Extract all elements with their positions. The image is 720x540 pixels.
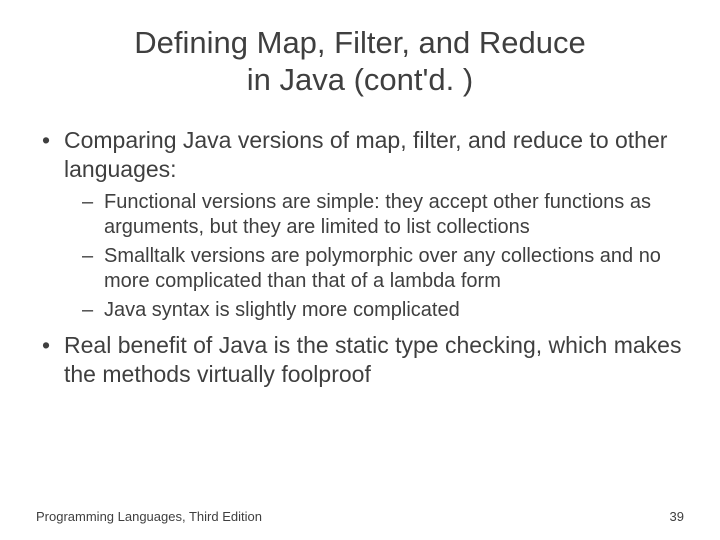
list-item: Java syntax is slightly more complicated	[76, 298, 684, 323]
list-item: Real benefit of Java is the static type …	[36, 331, 684, 389]
title-line-2: in Java (cont'd. )	[247, 62, 473, 97]
bullet-text: Smalltalk versions are polymorphic over …	[104, 245, 661, 292]
slide-footer: Programming Languages, Third Edition 39	[36, 509, 684, 524]
title-line-1: Defining Map, Filter, and Reduce	[134, 25, 585, 60]
bullet-text: Java syntax is slightly more complicated	[104, 299, 460, 321]
bullet-text: Real benefit of Java is the static type …	[64, 332, 681, 387]
bullet-text: Functional versions are simple: they acc…	[104, 191, 651, 238]
list-item: Smalltalk versions are polymorphic over …	[76, 244, 684, 294]
bullet-list-level2: Functional versions are simple: they acc…	[64, 190, 684, 323]
bullet-list-level1: Comparing Java versions of map, filter, …	[36, 126, 684, 388]
list-item: Comparing Java versions of map, filter, …	[36, 126, 684, 323]
bullet-text: Comparing Java versions of map, filter, …	[64, 127, 667, 182]
list-item: Functional versions are simple: they acc…	[76, 190, 684, 240]
slide-title: Defining Map, Filter, and Reduce in Java…	[36, 24, 684, 98]
page-number: 39	[670, 509, 684, 524]
footer-left: Programming Languages, Third Edition	[36, 509, 262, 524]
